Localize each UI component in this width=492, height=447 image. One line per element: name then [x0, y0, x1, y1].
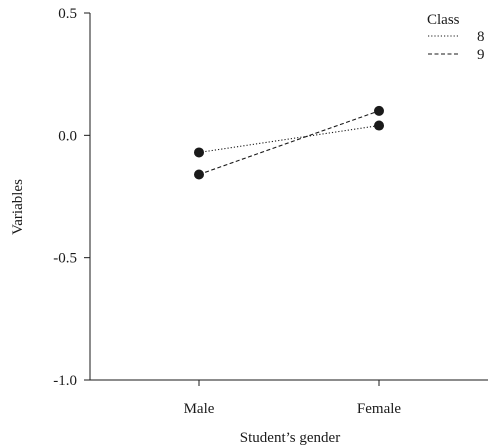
data-point: [194, 147, 204, 158]
x-tick-label: Male: [184, 401, 215, 417]
y-tick-label: 0.0: [58, 128, 77, 144]
axes: [89, 13, 488, 381]
y-tick-label: 0.5: [58, 6, 77, 22]
series-8: [194, 120, 384, 158]
data-point: [194, 169, 204, 180]
y-ticks: -1.0 -0.5 0.0 0.5: [53, 6, 90, 389]
y-tick-label: -0.5: [53, 251, 77, 267]
legend-items: 89: [428, 29, 485, 63]
series-line: [198, 110, 380, 175]
series-9: [194, 105, 384, 180]
legend-title: Class: [427, 12, 460, 28]
series-line: [198, 125, 380, 154]
data-point: [374, 120, 384, 131]
series-layer: [194, 105, 384, 180]
legend-label: 9: [477, 47, 485, 63]
legend: Class 89: [427, 12, 485, 63]
x-ticks: Male Female: [184, 380, 401, 417]
x-axis-label: Student’s gender: [240, 430, 340, 446]
x-tick-label: Female: [357, 401, 401, 417]
y-tick-label: -1.0: [53, 373, 77, 389]
data-point: [374, 105, 384, 116]
legend-label: 8: [477, 29, 485, 45]
y-axis-label: Variables: [10, 179, 26, 235]
